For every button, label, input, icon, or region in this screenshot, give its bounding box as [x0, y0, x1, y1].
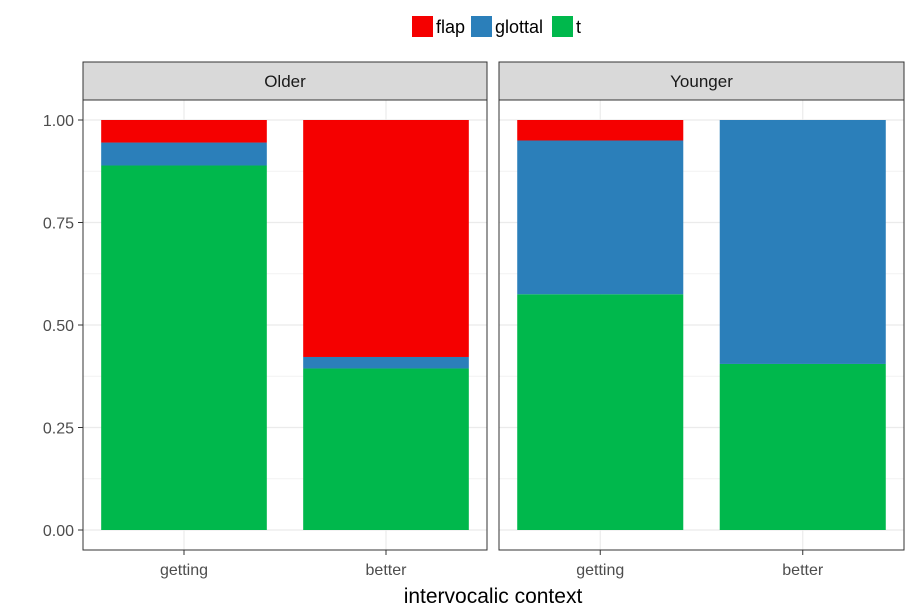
bar-older-getting-t [101, 165, 267, 530]
x-axis-title: intervocalic context [404, 585, 583, 608]
bar-younger-getting-t [517, 294, 684, 530]
x-tick-label-getting: getting [576, 562, 624, 579]
bar-younger-better-t [719, 363, 886, 530]
facet-strip-younger [498, 61, 905, 101]
x-tick-label-better: better [782, 562, 824, 579]
legend-label-glottal: glottal [495, 17, 543, 37]
legend-key-glottal [471, 16, 492, 37]
bar-older-better-glottal [303, 356, 469, 369]
bar-older-getting-flap [101, 120, 267, 143]
facet-strip-older [82, 61, 488, 101]
legend-key-flap [412, 16, 433, 37]
y-tick-label: 1.00 [43, 113, 74, 130]
bar-younger-getting-flap [517, 120, 684, 141]
legend-key-t [552, 16, 573, 37]
x-tick-label-better: better [366, 562, 408, 579]
bar-younger-getting-glottal [517, 140, 684, 295]
bar-older-better-t [303, 368, 469, 530]
y-tick-label: 0.75 [43, 216, 74, 233]
panel-border [498, 99, 905, 551]
y-tick-label: 0.25 [43, 421, 74, 438]
bar-younger-better-glottal [719, 120, 886, 364]
bar-older-getting-glottal [101, 142, 267, 166]
y-tick-label: 0.00 [43, 523, 74, 540]
legend-label-flap: flap [436, 17, 465, 37]
x-tick-label-getting: getting [160, 562, 208, 579]
facet-label-older: Older [264, 72, 306, 91]
facet-label-younger: Younger [670, 72, 733, 91]
legend-label-t: t [576, 17, 581, 37]
y-tick-label: 0.50 [43, 318, 74, 335]
bar-older-better-flap [303, 120, 469, 357]
